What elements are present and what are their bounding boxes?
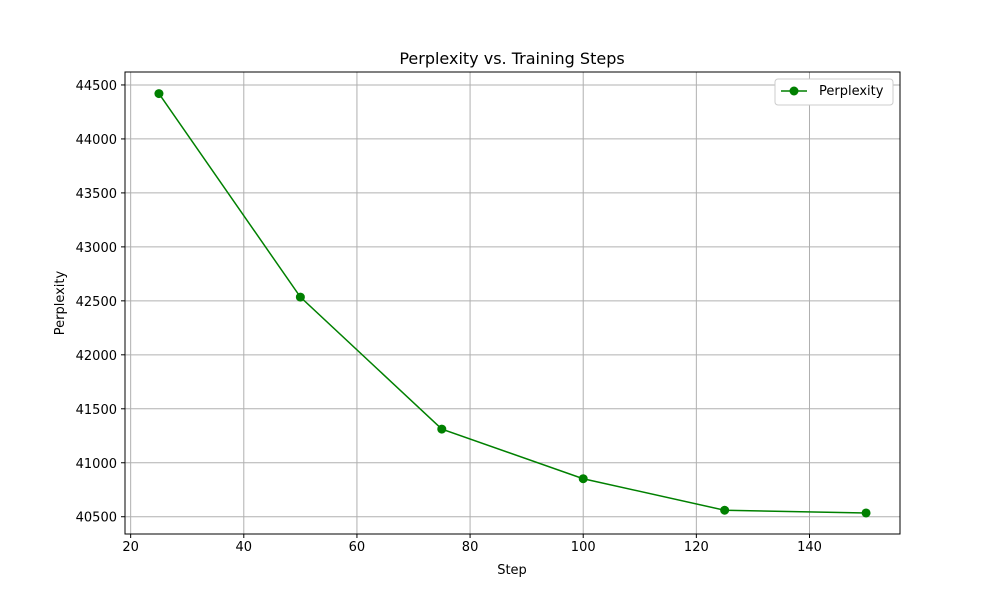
chart-title: Perplexity vs. Training Steps [399,49,624,68]
data-point [578,474,588,484]
data-point [437,424,447,434]
y-tick-label: 43000 [76,241,117,256]
tick-layer: 20 40 60 80 100 120 140 40500 41000 41500 42000 425… [76,79,822,555]
x-tick-label: 80 [462,540,479,555]
legend-label: Perplexity [819,84,884,99]
x-tick-label: 120 [684,540,709,555]
y-tick-label: 43500 [76,187,117,202]
y-tick-label: 42000 [76,349,117,364]
x-tick-label: 100 [571,540,596,555]
legend-marker [789,86,799,96]
legend-box [774,78,894,106]
data-point [720,505,730,515]
y-axis-label: Perplexity [53,270,68,335]
plot-area-frame [124,71,901,535]
y-tick-label: 44500 [76,79,117,94]
y-tick-label: 40500 [76,511,117,526]
x-axis-label: Step [497,563,527,578]
x-tick-label: 40 [236,540,253,555]
data-point [154,89,164,99]
x-tick-label: 60 [349,540,366,555]
series-line [158,93,867,514]
y-tick-label: 41500 [76,403,117,418]
legend: Perplexity [774,78,894,106]
data-point [861,508,871,518]
series-layer [154,89,871,518]
y-tick-label: 41000 [76,457,117,472]
x-tick-label: 20 [122,540,139,555]
x-tick-label: 140 [797,540,822,555]
y-tick-label: 44000 [76,133,117,148]
data-point [295,292,305,302]
y-tick-label: 42500 [76,295,117,310]
grid-layer [125,72,900,534]
